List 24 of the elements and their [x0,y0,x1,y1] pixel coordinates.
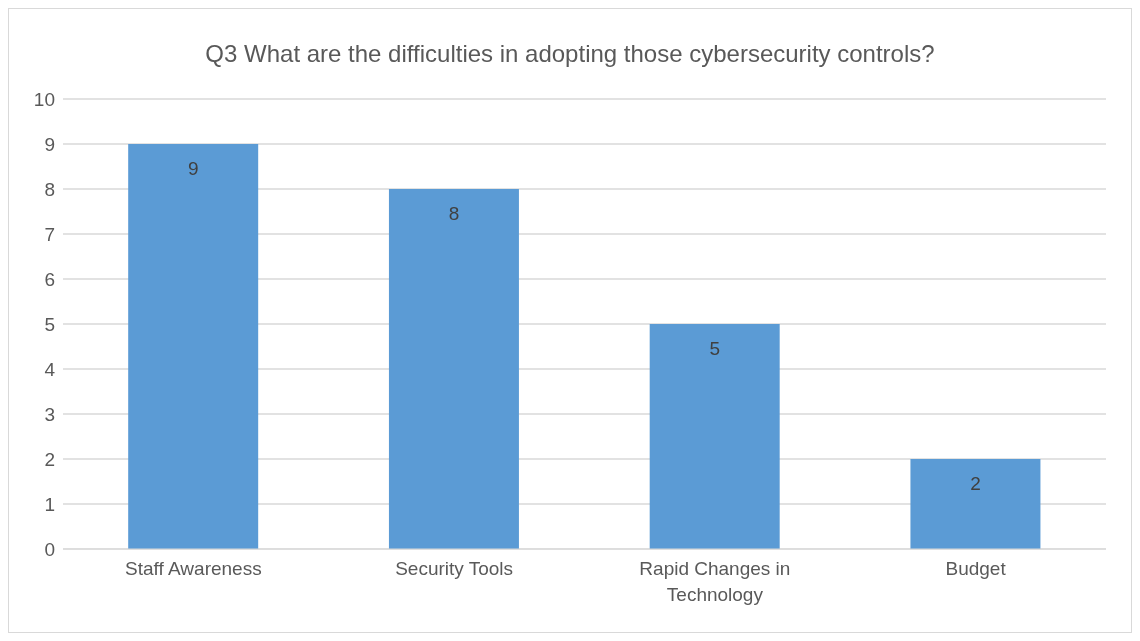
y-tick-label: 5 [44,313,55,335]
chart-title: Q3 What are the difficulties in adopting those cybersecurity controls? [204,39,936,69]
y-tick-label: 8 [44,178,55,200]
y-tick-label: 2 [44,448,55,470]
data-label: 9 [187,158,199,180]
y-tick-label: 4 [44,358,56,380]
data-label: 5 [709,338,720,360]
y-tick-label: 0 [44,538,55,560]
bar [649,324,780,549]
data-label: 2 [970,473,981,495]
y-tick-label: 7 [44,223,55,245]
x-tick-label: Security Tools [395,558,514,579]
x-tick-label: Staff Awareness [125,558,262,579]
x-tick-label: Budget [945,558,1007,579]
y-tick-label: 6 [44,268,55,290]
bar [128,144,259,549]
bar [910,459,1041,549]
y-tick-label: 9 [44,133,55,155]
bar [388,189,519,549]
y-tick-label: 3 [44,403,55,425]
data-label: 8 [448,203,460,225]
y-tick-label: 1 [44,493,55,515]
x-tick-label: Rapid Changes in Technology [639,558,791,605]
y-tick-label: 10 [33,88,55,110]
